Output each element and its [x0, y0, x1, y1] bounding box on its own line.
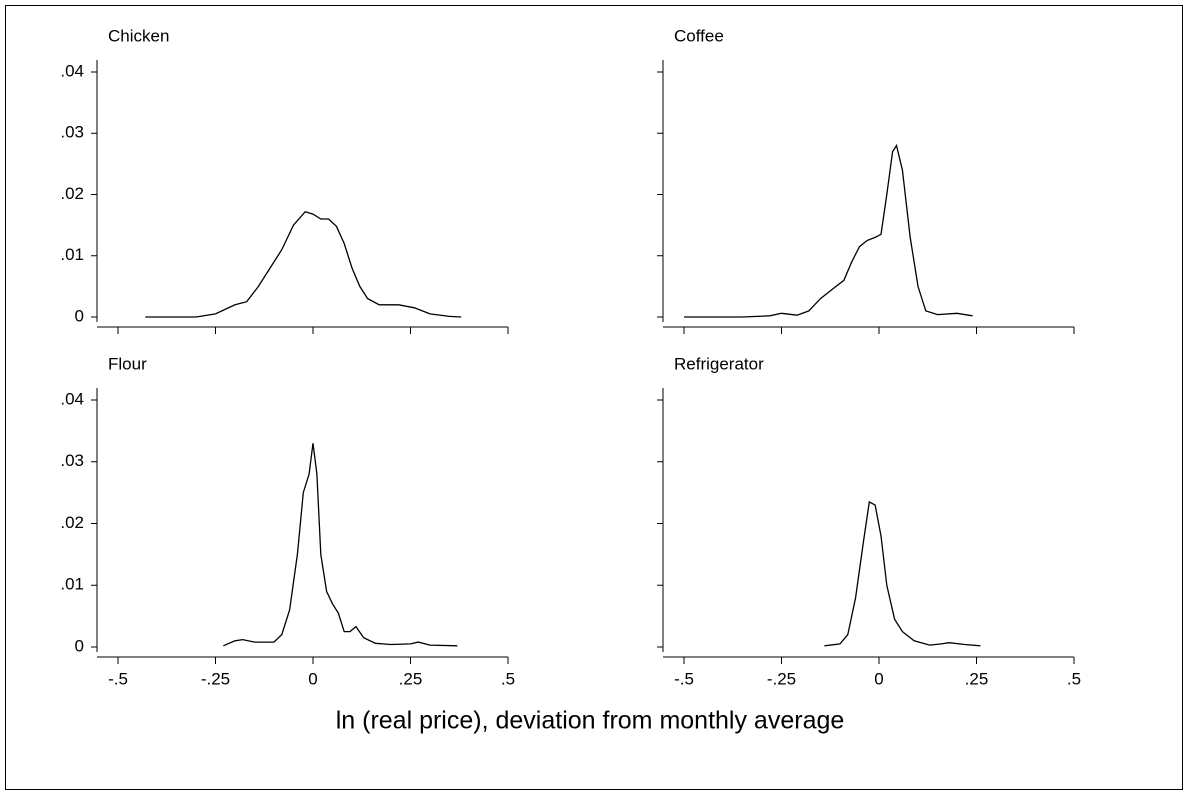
x-tick-label: -.5 [674, 669, 694, 688]
x-tick-label: -.25 [201, 669, 230, 688]
density-line [223, 443, 458, 647]
frame [5, 5, 1183, 790]
density-line [684, 143, 973, 318]
y-tick-label: .02 [60, 513, 84, 532]
y-tick-label: .01 [60, 575, 84, 594]
x-tick-label: .25 [965, 669, 989, 688]
y-tick-label: .03 [60, 451, 84, 470]
x-tick-label: .5 [501, 669, 515, 688]
x-tick-label: -.5 [108, 669, 128, 688]
x-tick-label: .25 [399, 669, 423, 688]
density-line [145, 210, 462, 318]
x-tick-label: .5 [1067, 669, 1081, 688]
y-tick-label: .01 [60, 245, 84, 264]
y-tick-label: .03 [60, 123, 84, 142]
panel-title: Flour [108, 354, 147, 373]
y-tick-label: .04 [60, 389, 84, 408]
y-tick-label: 0 [75, 306, 84, 325]
x-tick-label: 0 [874, 669, 883, 688]
x-axis-label: ln (real price), deviation from monthly … [336, 707, 845, 735]
y-tick-label: .02 [60, 184, 84, 203]
y-tick-label: 0 [75, 636, 84, 655]
x-tick-label: -.25 [767, 669, 796, 688]
x-tick-label: 0 [308, 669, 317, 688]
y-tick-label: .04 [60, 61, 84, 80]
panel-title: Refrigerator [674, 354, 764, 373]
panel-title: Coffee [674, 26, 724, 45]
density-line [824, 500, 981, 647]
panel-title: Chicken [108, 26, 169, 45]
